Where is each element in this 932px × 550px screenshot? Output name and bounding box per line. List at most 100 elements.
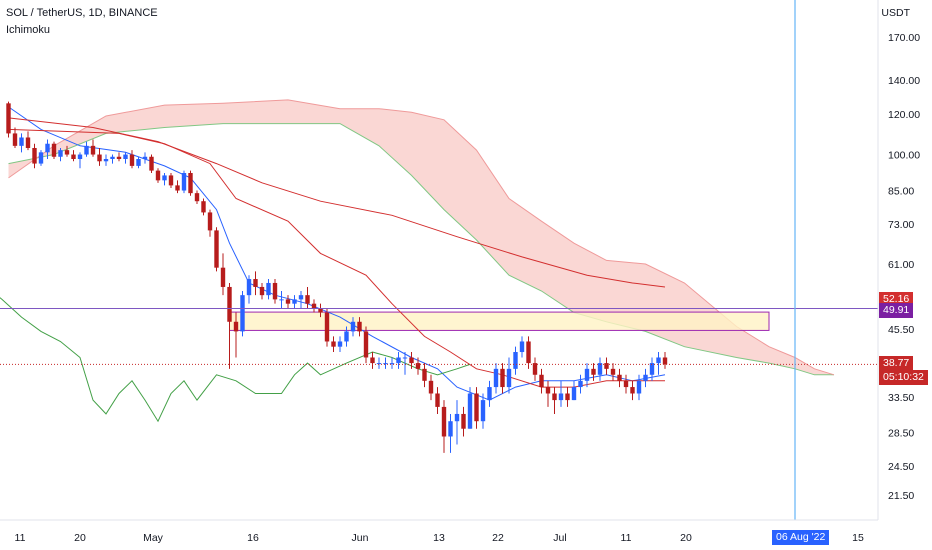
- x-tick-label: 22: [492, 532, 504, 544]
- candle-body: [201, 201, 206, 213]
- candle-body: [389, 363, 395, 365]
- candle-body: [500, 368, 505, 388]
- candle-body: [188, 173, 193, 194]
- y-tick-label: 73.00: [888, 219, 914, 231]
- level-price-tag: 49.91: [879, 303, 914, 318]
- candle-body: [103, 159, 109, 162]
- candle-body: [376, 363, 382, 365]
- candle-body: [578, 380, 583, 388]
- candle-body: [415, 363, 421, 369]
- candle-body: [266, 282, 271, 296]
- candle-body: [129, 154, 135, 166]
- candle-body: [396, 357, 401, 364]
- candle-body: [435, 393, 440, 407]
- last-price-tag: 38.77: [879, 356, 914, 371]
- ichimoku-cloud: [8, 99, 835, 376]
- senkou-span-a: [8, 123, 834, 376]
- y-axis[interactable]: 170.00 140.00 120.00 100.00 85.00 73.00 61.00 4…: [888, 32, 920, 502]
- candle-body: [597, 363, 603, 375]
- candle-body: [285, 299, 291, 304]
- candle-body: [64, 150, 70, 155]
- candle-body: [292, 299, 297, 304]
- candle-body: [181, 173, 187, 191]
- candle-body: [149, 156, 154, 171]
- candle-body: [493, 368, 499, 388]
- x-axis[interactable]: 11 20 May 16 Jun 13 22 Jul 11 20 15: [15, 532, 864, 544]
- candle-body: [526, 341, 531, 364]
- candle-body: [571, 387, 577, 401]
- x-tick-label: 11: [15, 532, 26, 544]
- candle-body: [162, 175, 167, 181]
- candle-body: [45, 143, 50, 153]
- senkou-span-b: [8, 99, 835, 376]
- x-tick-label: May: [143, 532, 164, 544]
- candle-body: [305, 295, 310, 304]
- candle-body: [253, 279, 258, 287]
- currency-unit[interactable]: USDT: [881, 7, 910, 19]
- indicator-label[interactable]: Ichimoku: [6, 24, 51, 36]
- candle-body: [350, 321, 356, 332]
- candle-body: [630, 387, 635, 394]
- y-tick-label: 61.00: [888, 259, 914, 271]
- candle-body: [604, 363, 609, 369]
- candles: [6, 101, 668, 453]
- candle-body: [90, 145, 96, 155]
- candle-body: [636, 380, 642, 394]
- candle-body: [610, 368, 616, 375]
- candle-body: [402, 357, 408, 359]
- candle-body: [331, 341, 336, 347]
- candle-body: [422, 368, 427, 381]
- candle-body: [240, 295, 245, 332]
- candle-body: [662, 357, 668, 365]
- candle-body: [32, 147, 37, 164]
- candle-body: [168, 175, 174, 186]
- candle-body: [480, 400, 486, 422]
- cursor-date-tag: 06 Aug '22: [772, 530, 830, 545]
- x-tick-label: 20: [680, 532, 692, 544]
- candle-body: [539, 374, 544, 388]
- candle-body: [617, 374, 622, 381]
- candle-body: [38, 152, 44, 164]
- x-tick-label: Jul: [553, 532, 566, 544]
- candle-body: [532, 363, 538, 375]
- symbol-title[interactable]: SOL / TetherUS, 1D, BINANCE: [6, 7, 158, 19]
- candle-body: [259, 286, 265, 296]
- candle-body: [279, 299, 284, 301]
- y-tick-label: 170.00: [888, 32, 920, 44]
- candle-body: [12, 133, 18, 146]
- x-tick-label: 11: [621, 532, 632, 544]
- candle-body: [506, 368, 512, 388]
- x-tick-label: Jun: [352, 532, 369, 544]
- y-tick-label: 21.50: [888, 490, 914, 502]
- candle-body: [25, 137, 31, 148]
- x-tick-label: 16: [247, 532, 259, 544]
- candle-body: [97, 154, 102, 162]
- y-tick-label: 33.50: [888, 392, 914, 404]
- candle-body: [461, 413, 466, 429]
- candle-body: [487, 387, 492, 401]
- supply-zone: [229, 311, 770, 331]
- candle-body: [519, 341, 525, 353]
- y-tick-label: 100.00: [888, 150, 920, 162]
- candle-body: [194, 193, 200, 202]
- candle-body: [383, 363, 388, 365]
- candle-body: [214, 230, 219, 268]
- candle-body: [142, 156, 148, 160]
- x-tick-label: 13: [433, 532, 445, 544]
- candle-body: [337, 341, 343, 347]
- candle-body: [233, 321, 239, 332]
- candle-body: [643, 374, 648, 381]
- candle-body: [363, 331, 369, 358]
- candle-body: [357, 321, 362, 332]
- candle-body: [552, 393, 557, 401]
- candle-body: [6, 103, 11, 134]
- candle-body: [545, 387, 551, 394]
- y-tick-label: 45.50: [888, 324, 914, 336]
- candle-body: [409, 357, 414, 364]
- candle-body: [84, 145, 89, 155]
- candle-body: [272, 282, 278, 300]
- candle-body: [207, 212, 213, 231]
- candle-body: [623, 380, 629, 388]
